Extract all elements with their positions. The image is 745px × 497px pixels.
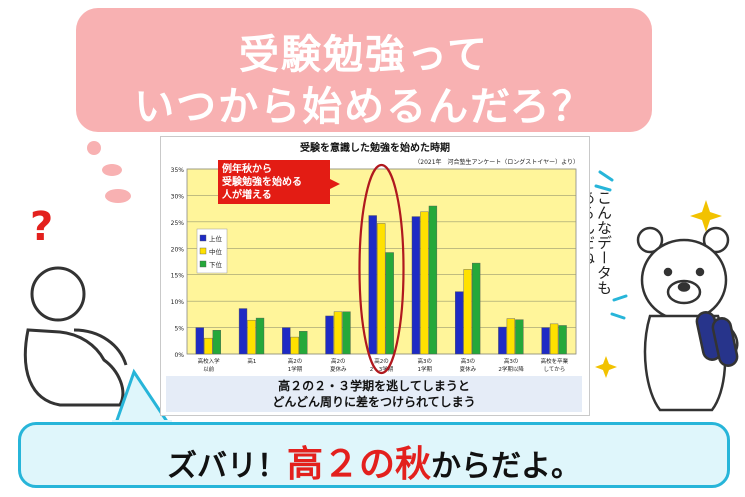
- bar-下位: [212, 330, 221, 355]
- legend-label: 中位: [209, 247, 223, 256]
- x-tick-label: 夏休み: [330, 365, 347, 373]
- bar-中位: [290, 336, 299, 355]
- x-tick-label: 高2の: [374, 357, 389, 365]
- x-tick-label: 高3の: [504, 357, 518, 365]
- bar-上位: [325, 315, 334, 355]
- bar-中位: [420, 211, 429, 355]
- x-tick-label: 夏休み: [460, 365, 477, 373]
- bar-上位: [498, 326, 507, 355]
- bar-上位: [238, 308, 248, 355]
- question-mark-icon: ?: [30, 204, 53, 250]
- callout-line-1: 例年秋から: [222, 164, 272, 175]
- legend-swatch: [199, 260, 207, 268]
- thought-bubble-dot: [102, 164, 122, 176]
- x-tick-label: 高1: [247, 357, 256, 365]
- caption-line-2: どんどん周りに差をつけられてしまう: [272, 395, 476, 409]
- title-line-1: 受験勉強って: [239, 32, 489, 78]
- legend-swatch: [199, 247, 207, 255]
- callout-line-3: 人が増える: [222, 190, 272, 201]
- legend-swatch: [199, 234, 207, 242]
- bar-下位: [385, 252, 394, 355]
- bar-下位: [558, 325, 567, 355]
- y-tick-label: 0%: [174, 352, 184, 359]
- sparkle-icon: [595, 200, 722, 378]
- legend-label: 上位: [209, 234, 223, 243]
- x-tick-label: 高2の: [331, 357, 346, 365]
- x-tick-label: 1学期: [417, 365, 432, 373]
- callout-line-2: 受験勉強を始める: [222, 177, 302, 188]
- bar-上位: [454, 291, 464, 355]
- answer-part-3: からだよ。: [431, 449, 581, 484]
- bar-中位: [204, 337, 213, 355]
- y-tick-label: 10%: [171, 299, 185, 306]
- x-tick-label: 高校入学: [198, 357, 221, 365]
- answer-highlight: 高２の秋: [286, 444, 431, 485]
- chart-caption: 高２の２・３学期を逃してしまうと どんどん周りに差をつけられてしまう: [166, 376, 582, 412]
- x-tick-label: 高3の: [461, 357, 476, 365]
- callout-box: 例年秋から 受験勉強を始める 人が増える: [218, 160, 330, 204]
- thinking-person-icon: [23, 266, 128, 407]
- bar-中位: [463, 269, 472, 355]
- x-tick-label: 1学期: [288, 365, 303, 373]
- title-banner: 受験勉強って いつから始めるんだろ？: [76, 8, 652, 132]
- bar-中位: [247, 319, 256, 355]
- highlight-oval: [358, 163, 405, 375]
- y-tick-label: 35%: [171, 167, 185, 174]
- bar-中位: [377, 223, 386, 355]
- bar-上位: [195, 327, 204, 355]
- bar-下位: [299, 331, 308, 355]
- x-tick-label: 以前: [203, 365, 215, 373]
- bar-上位: [541, 327, 550, 355]
- x-tick-label: 2学期以降: [498, 365, 524, 373]
- bar-上位: [411, 216, 421, 355]
- x-tick-label: 高3の: [417, 357, 432, 365]
- chart-source: （2021年 河合塾生アンケート（ロングストイヤー）より）: [414, 159, 579, 166]
- y-tick-label: 25%: [171, 220, 185, 227]
- answer-text: ズバリ！高２の秋からだよ。: [21, 435, 727, 487]
- bar-下位: [255, 317, 265, 355]
- y-tick-label: 15%: [171, 273, 185, 280]
- title-line-2: いつから始めるんだろ？: [134, 84, 594, 130]
- x-tick-label: 高校を卒業: [541, 357, 569, 365]
- bar-中位: [549, 323, 559, 355]
- legend-label: 下位: [209, 260, 223, 269]
- x-tick-label: してから: [543, 366, 565, 373]
- bear-character-icon: [636, 226, 739, 412]
- callout-tail: [328, 178, 340, 190]
- bar-中位: [333, 311, 343, 355]
- y-tick-label: 5%: [174, 326, 184, 333]
- side-comment-line-1: こんなデータ: [595, 190, 613, 280]
- bar-下位: [428, 205, 438, 355]
- answer-part-1: ズバリ！: [166, 449, 287, 484]
- bar-中位: [506, 318, 516, 355]
- y-tick-label: 30%: [171, 193, 185, 200]
- x-tick-label: 2・3学期: [370, 365, 394, 373]
- thought-bubble-dot: [105, 189, 131, 203]
- emphasis-marks: [594, 170, 628, 320]
- answer-bubble: ズバリ！高２の秋からだよ。: [18, 422, 730, 488]
- caption-line-1: 高２の２・３学期を逃してしまうと: [278, 379, 470, 393]
- bar-下位: [515, 319, 524, 355]
- thought-bubble-dot: [87, 141, 101, 155]
- bar-上位: [368, 215, 377, 355]
- chart-title: 受験を意識した勉強を始めた時期: [300, 143, 450, 154]
- bar-下位: [471, 262, 481, 355]
- x-tick-label: 高2の: [288, 357, 303, 365]
- bar-下位: [342, 311, 351, 355]
- bar-上位: [282, 327, 291, 355]
- y-tick-label: 20%: [171, 246, 185, 253]
